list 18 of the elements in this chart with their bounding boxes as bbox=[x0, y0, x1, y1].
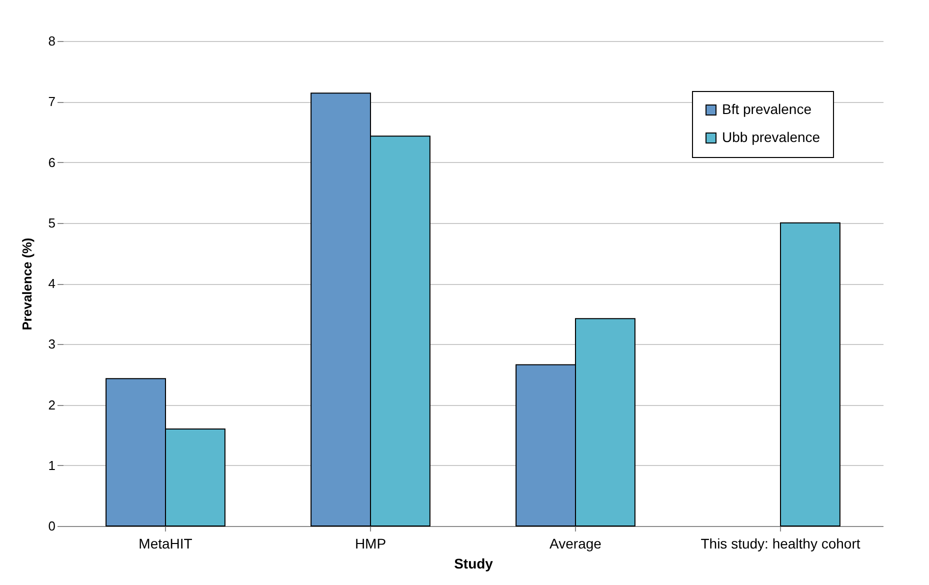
x-tick-label: Average bbox=[550, 536, 602, 552]
x-axis-title: Study bbox=[454, 556, 494, 572]
x-tick-label: HMP bbox=[354, 536, 386, 552]
legend-label: Bft prevalence bbox=[722, 101, 812, 117]
y-tick-label: 8 bbox=[48, 34, 56, 48]
y-tick-label: 6 bbox=[48, 154, 56, 170]
y-tick-label: 1 bbox=[48, 458, 56, 473]
y-tick-label: 5 bbox=[48, 215, 56, 230]
x-tick-label: MetaHIT bbox=[138, 536, 193, 552]
y-tick-label: 7 bbox=[48, 94, 56, 110]
x-tick-label: This study: healthy cohort bbox=[700, 536, 860, 552]
legend-label: Ubb prevalence bbox=[722, 129, 820, 145]
y-tick-label: 3 bbox=[48, 336, 56, 352]
y-tick-label: 0 bbox=[48, 518, 56, 534]
bar bbox=[780, 222, 840, 526]
y-tick-label: 2 bbox=[48, 397, 56, 412]
y-axis-title: Prevalence (%) bbox=[19, 238, 34, 330]
y-tick-label: 4 bbox=[48, 276, 56, 291]
